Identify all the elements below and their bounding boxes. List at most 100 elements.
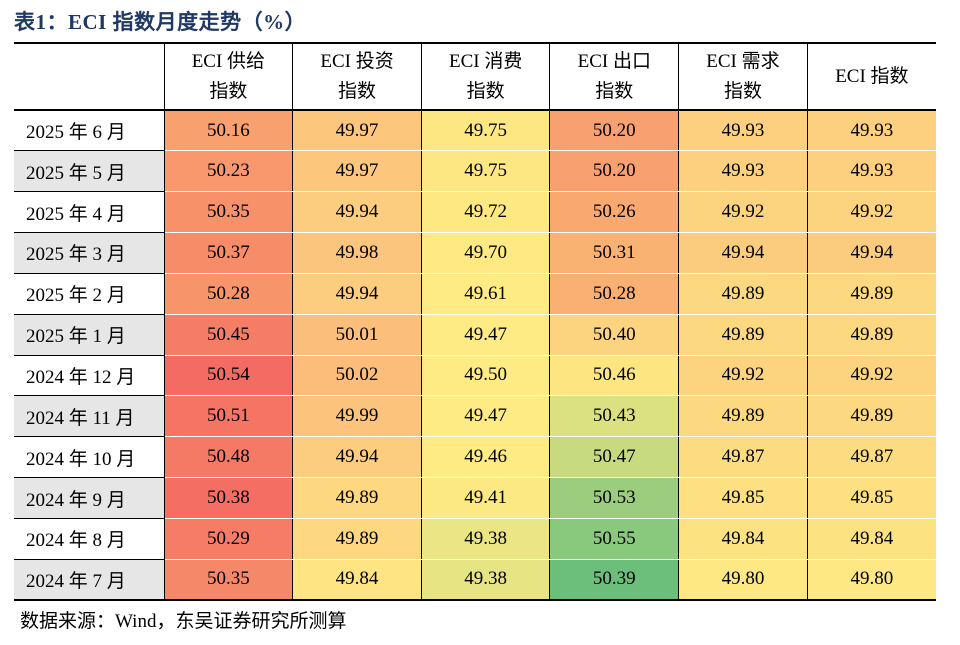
- value-cell: 50.20: [549, 150, 679, 193]
- value-cell: 49.87: [678, 436, 808, 479]
- row-month-label: 2024 年 9 月: [14, 477, 165, 519]
- value-cell: 50.39: [549, 559, 679, 602]
- value-cell: 49.92: [806, 191, 936, 234]
- row-month-label: 2025 年 3 月: [14, 232, 165, 274]
- value-cell: 50.54: [163, 355, 293, 397]
- row-month-label: 2025 年 2 月: [14, 273, 165, 315]
- value-cell: 49.94: [292, 273, 422, 315]
- value-cell: 49.89: [806, 395, 936, 438]
- column-header-line2: 指数: [723, 80, 762, 102]
- table-row: 2024 年 8 月 50.29 49.89 49.38 50.55 49.84 49.84: [14, 518, 936, 560]
- value-cell: 49.94: [292, 436, 422, 479]
- value-cell: 50.35: [163, 191, 293, 234]
- value-cell: 49.89: [806, 273, 936, 315]
- value-cell: 49.85: [678, 477, 808, 519]
- value-cell: 50.48: [163, 436, 293, 479]
- column-header-line2: 指数: [595, 80, 634, 102]
- value-cell: 50.29: [163, 518, 293, 560]
- value-cell: 49.89: [678, 395, 808, 438]
- value-cell: 50.26: [549, 191, 679, 234]
- header-corner: [14, 42, 165, 111]
- header-row: ECI 供给 指数 ECI 投资 指数 ECI 消费 指数 ECI 出口 指数 ECI 需求 指数…: [14, 42, 936, 111]
- value-cell: 49.93: [806, 150, 936, 193]
- value-cell: 50.45: [163, 314, 293, 356]
- table-row: 2024 年 12 月 50.54 50.02 49.50 50.46 49.92 49.9…: [14, 355, 936, 397]
- value-cell: 50.37: [163, 232, 293, 274]
- value-cell: 50.55: [549, 518, 679, 560]
- value-cell: 49.80: [678, 559, 808, 602]
- column-header: ECI 供给 指数: [163, 42, 293, 111]
- value-cell: 49.80: [806, 559, 936, 602]
- table-row: 2025 年 2 月 50.28 49.94 49.61 50.28 49.89 49.89: [14, 273, 936, 315]
- value-cell: 49.70: [420, 232, 550, 274]
- value-cell: 49.84: [678, 518, 808, 560]
- row-month-label: 2024 年 12 月: [14, 355, 165, 397]
- column-header-line2: 指数: [338, 80, 377, 102]
- value-cell: 49.87: [806, 436, 936, 479]
- value-cell: 49.89: [292, 518, 422, 560]
- value-cell: 50.35: [163, 559, 293, 602]
- value-cell: 49.47: [420, 314, 550, 356]
- column-header: ECI 需求 指数: [678, 42, 808, 111]
- value-cell: 49.38: [420, 518, 550, 560]
- table-row: 2024 年 9 月 50.38 49.89 49.41 50.53 49.85 49.85: [14, 477, 936, 519]
- value-cell: 49.89: [806, 314, 936, 356]
- value-cell: 49.93: [806, 110, 936, 152]
- column-header-line1: ECI 指数: [835, 65, 909, 87]
- value-cell: 49.94: [806, 232, 936, 274]
- table-row: 2025 年 5 月 50.23 49.97 49.75 50.20 49.93 49.93: [14, 150, 936, 193]
- value-cell: 50.28: [163, 273, 293, 315]
- row-month-label: 2025 年 5 月: [14, 150, 165, 193]
- value-cell: 50.47: [549, 436, 679, 479]
- table-row: 2025 年 4 月 50.35 49.94 49.72 50.26 49.92 49.92: [14, 191, 936, 234]
- value-cell: 49.92: [678, 355, 808, 397]
- table-row: 2024 年 10 月 50.48 49.94 49.46 50.47 49.87 49.8…: [14, 436, 936, 479]
- column-header: ECI 消费 指数: [420, 42, 550, 111]
- value-cell: 49.89: [678, 314, 808, 356]
- value-cell: 49.75: [420, 110, 550, 152]
- value-cell: 49.72: [420, 191, 550, 234]
- eci-monthly-table: ECI 供给 指数 ECI 投资 指数 ECI 消费 指数 ECI 出口 指数 ECI 需求 指数…: [14, 42, 936, 602]
- row-month-label: 2024 年 7 月: [14, 559, 165, 602]
- value-cell: 49.84: [292, 559, 422, 602]
- column-header-line2: 指数: [209, 80, 248, 102]
- value-cell: 50.31: [549, 232, 679, 274]
- value-cell: 50.20: [549, 110, 679, 152]
- column-header: ECI 出口 指数: [549, 42, 679, 111]
- value-cell: 50.16: [163, 110, 293, 152]
- value-cell: 49.99: [292, 395, 422, 438]
- value-cell: 49.92: [678, 191, 808, 234]
- value-cell: 49.92: [806, 355, 936, 397]
- value-cell: 49.93: [678, 150, 808, 193]
- value-cell: 49.41: [420, 477, 550, 519]
- column-header-line1: ECI 出口: [577, 50, 651, 72]
- value-cell: 49.89: [678, 273, 808, 315]
- value-cell: 49.89: [292, 477, 422, 519]
- value-cell: 49.98: [292, 232, 422, 274]
- row-month-label: 2025 年 6 月: [14, 110, 165, 152]
- value-cell: 49.85: [806, 477, 936, 519]
- value-cell: 50.23: [163, 150, 293, 193]
- value-cell: 49.93: [678, 110, 808, 152]
- value-cell: 49.94: [678, 232, 808, 274]
- row-month-label: 2025 年 1 月: [14, 314, 165, 356]
- row-month-label: 2024 年 11 月: [14, 395, 165, 438]
- row-month-label: 2024 年 8 月: [14, 518, 165, 560]
- row-month-label: 2025 年 4 月: [14, 191, 165, 234]
- value-cell: 49.46: [420, 436, 550, 479]
- column-header: ECI 指数: [806, 42, 936, 111]
- eci-table-container: ECI 供给 指数 ECI 投资 指数 ECI 消费 指数 ECI 出口 指数 ECI 需求 指数…: [14, 42, 936, 602]
- column-header-line1: ECI 需求: [706, 50, 780, 72]
- column-header-line2: 指数: [466, 80, 505, 102]
- value-cell: 50.46: [549, 355, 679, 397]
- table-body: 2025 年 6 月 50.16 49.97 49.75 50.20 49.93 49.93…: [14, 110, 936, 602]
- column-header: ECI 投资 指数: [292, 42, 422, 111]
- column-header-line1: ECI 消费: [448, 50, 523, 72]
- table-row: 2024 年 11 月 50.51 49.99 49.47 50.43 49.89 49.8…: [14, 395, 936, 438]
- value-cell: 49.97: [292, 150, 422, 193]
- value-cell: 49.75: [420, 150, 550, 193]
- value-cell: 49.61: [420, 273, 550, 315]
- table-title: 表1：ECI 指数月度走势（%）: [14, 10, 307, 34]
- column-header-line1: ECI 供给: [191, 50, 266, 72]
- value-cell: 49.94: [292, 191, 422, 234]
